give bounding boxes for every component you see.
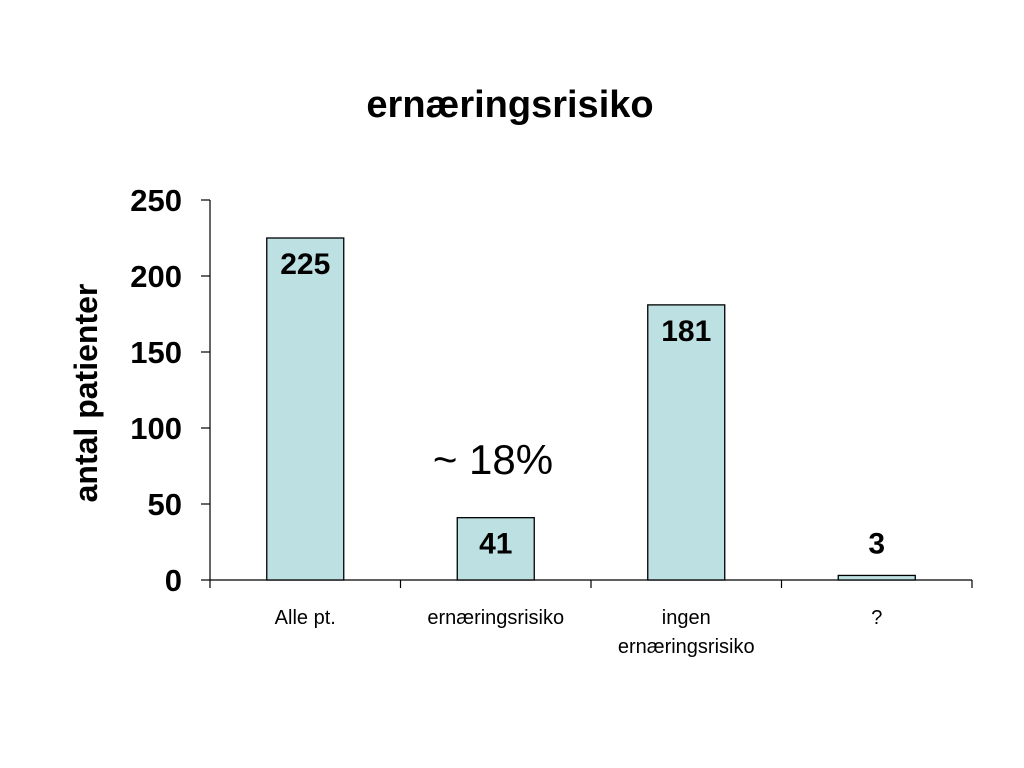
data-label: 41 <box>479 528 512 561</box>
y-tick-label: 100 <box>130 411 182 446</box>
x-tick-label: ernæringsrisiko <box>618 636 755 658</box>
y-tick-label: 200 <box>130 259 182 294</box>
x-tick-label: ernæringsrisiko <box>427 607 564 629</box>
bar <box>456 517 535 581</box>
chart-title: ernæringsrisiko <box>366 84 653 126</box>
y-tick-label: 150 <box>130 335 182 370</box>
percentage-annotation: ~ 18% <box>433 436 553 483</box>
data-label: 3 <box>868 527 885 560</box>
x-tick-label: ? <box>871 607 882 629</box>
plot-area: 0 50 100 150 200 250 225 Alle pt. 41 ernæringsris… <box>130 183 973 658</box>
x-tick-label: ingen <box>662 607 711 629</box>
bar <box>837 574 916 581</box>
bar <box>647 304 726 581</box>
x-tick-label: Alle pt. <box>275 607 336 629</box>
y-tick-label: 250 <box>130 183 182 218</box>
bar <box>266 237 345 581</box>
y-axis-label: antal patienter <box>68 284 104 503</box>
y-tick-label: 50 <box>148 487 182 522</box>
data-label: 225 <box>280 248 330 281</box>
y-tick-label: 0 <box>165 563 182 598</box>
data-label: 181 <box>661 315 711 348</box>
